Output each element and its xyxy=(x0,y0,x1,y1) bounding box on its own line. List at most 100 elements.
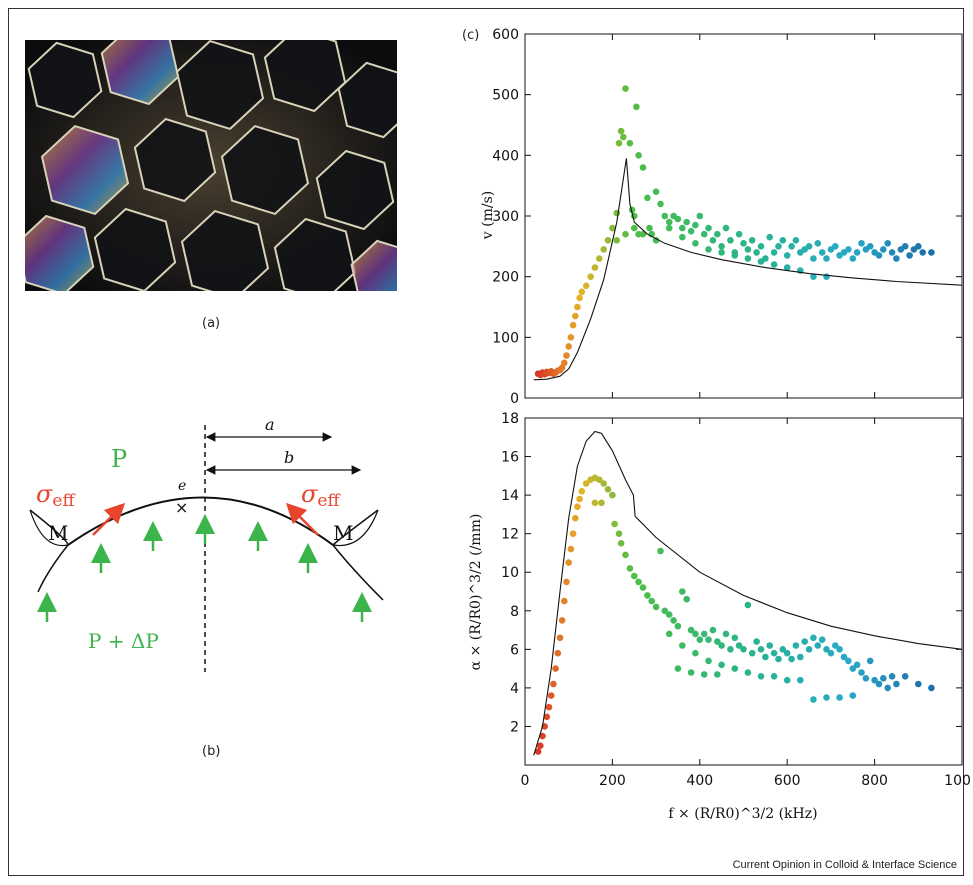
data-point xyxy=(810,255,817,262)
attenuation-chart: 2 4 6 8 10 12 14 16 18 0 200 400 600 800 1000 α × (R/R0… xyxy=(468,411,970,822)
y-tick-label: 16 xyxy=(501,450,519,466)
data-point xyxy=(783,252,791,259)
data-point xyxy=(731,252,739,259)
data-point xyxy=(731,634,739,642)
panel-c-label: (c) xyxy=(462,28,480,43)
data-point xyxy=(866,657,874,665)
pressure-arrows xyxy=(37,514,372,622)
data-point xyxy=(766,642,773,649)
data-point xyxy=(600,480,607,487)
data-point xyxy=(753,638,760,645)
data-point xyxy=(928,249,935,256)
data-point xyxy=(591,499,599,507)
data-point xyxy=(714,230,721,238)
meniscus-left-label: M xyxy=(48,521,68,545)
data-point xyxy=(550,680,557,688)
data-point xyxy=(661,607,669,615)
data-point xyxy=(705,636,712,643)
data-point xyxy=(849,692,857,699)
panel-a-label: (a) xyxy=(202,316,221,331)
data-point xyxy=(770,649,778,657)
data-point xyxy=(735,642,743,649)
journal-credit: Current Opinion in Colloid & Interface S… xyxy=(732,859,957,871)
data-point xyxy=(613,209,621,217)
data-point xyxy=(609,491,616,499)
data-point xyxy=(893,680,900,688)
data-point xyxy=(818,249,826,256)
pressure-label: P xyxy=(111,445,127,473)
data-point xyxy=(574,503,581,510)
data-point xyxy=(635,152,642,159)
sigma-eff-left-label: σeff xyxy=(36,480,76,511)
data-point xyxy=(622,85,629,92)
data-point xyxy=(757,673,765,680)
data-point xyxy=(722,630,730,638)
data-point xyxy=(818,636,826,643)
data-point xyxy=(620,133,627,141)
data-point xyxy=(862,675,870,682)
x-tick-label: 1000 xyxy=(944,773,970,789)
data-point xyxy=(915,680,922,688)
data-point xyxy=(718,661,725,669)
data-point xyxy=(639,584,647,591)
data-point xyxy=(884,684,891,692)
data-point xyxy=(783,676,791,684)
data-point xyxy=(596,476,603,483)
data-point xyxy=(744,246,752,253)
data-point xyxy=(611,520,618,528)
data-point xyxy=(727,646,734,653)
data-point xyxy=(722,224,730,232)
data-point xyxy=(631,224,638,232)
y-tick-label: 14 xyxy=(501,488,519,504)
foam-photo xyxy=(25,40,397,291)
data-point xyxy=(692,649,699,657)
data-point xyxy=(757,646,765,653)
data-point xyxy=(604,486,612,493)
data-point xyxy=(915,243,922,250)
data-point xyxy=(875,680,883,688)
data-point xyxy=(578,288,586,296)
data-point xyxy=(700,630,708,638)
data-point xyxy=(779,646,787,653)
data-point xyxy=(840,653,848,661)
data-point xyxy=(582,282,590,290)
y-axis-label: α × (R/R0)^3/2 (/mm) xyxy=(468,514,484,671)
data-point xyxy=(823,255,830,262)
data-point xyxy=(563,578,570,586)
data-point xyxy=(644,194,651,202)
data-point xyxy=(687,669,695,676)
data-point xyxy=(893,255,900,262)
data-point xyxy=(633,103,640,111)
data-point xyxy=(661,212,669,220)
data-point xyxy=(744,255,752,262)
velocity-chart: 0 100 200 300 400 500 600 v (m/s) xyxy=(480,27,963,407)
data-point xyxy=(810,696,817,703)
data-point xyxy=(670,617,677,624)
data-point xyxy=(561,597,568,605)
data-point xyxy=(567,545,575,553)
sigma-eff-right-label: σeff xyxy=(301,480,341,511)
data-point xyxy=(631,572,638,580)
data-point xyxy=(578,488,586,495)
data-point xyxy=(665,224,673,232)
x-tick-label: 400 xyxy=(686,773,713,789)
data-point xyxy=(832,642,839,649)
data-point xyxy=(788,243,795,250)
data-point xyxy=(622,230,629,238)
data-point xyxy=(596,255,603,262)
data-point xyxy=(714,638,721,645)
data-point xyxy=(797,653,804,661)
data-point xyxy=(635,578,642,586)
data-point xyxy=(757,258,765,265)
data-point xyxy=(582,480,590,487)
data-point xyxy=(775,243,782,250)
plot-area xyxy=(524,417,963,766)
data-point xyxy=(665,611,673,618)
data-point xyxy=(823,273,830,280)
data-point xyxy=(735,230,743,238)
data-point xyxy=(552,665,559,672)
data-point xyxy=(683,595,690,603)
data-point xyxy=(845,246,852,253)
data-point xyxy=(705,246,712,253)
data-point xyxy=(762,653,769,661)
